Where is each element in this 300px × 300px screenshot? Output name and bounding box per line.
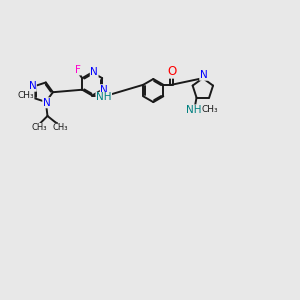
Text: N: N [100,85,108,95]
Text: CH₃: CH₃ [201,105,218,114]
Text: O: O [167,65,176,78]
Text: CH₃: CH₃ [17,91,34,100]
Text: N: N [43,98,50,108]
Text: F: F [75,65,80,75]
Text: CH₃: CH₃ [53,123,68,132]
Text: N: N [28,81,36,91]
Text: CH₃: CH₃ [32,123,47,132]
Text: N: N [200,70,208,80]
Text: N: N [90,67,98,76]
Text: NH: NH [96,92,112,103]
Text: NH: NH [186,105,201,115]
